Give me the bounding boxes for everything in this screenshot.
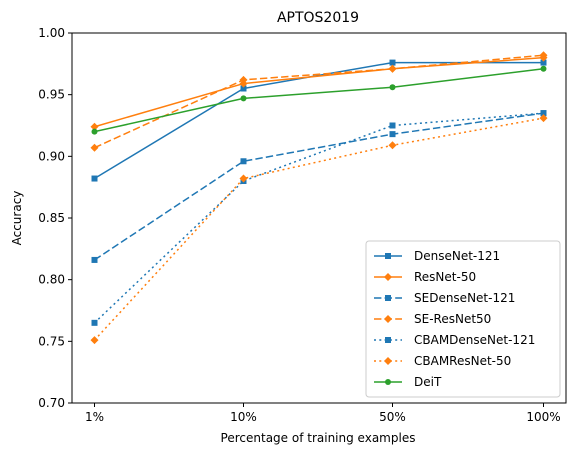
legend-label: SE-ResNet50 xyxy=(414,312,491,326)
series-se-resnet50 xyxy=(91,51,548,152)
y-tick-label: 0.80 xyxy=(38,273,65,287)
data-point-cbamresnet-50 xyxy=(91,336,99,344)
data-point-densenet-121 xyxy=(390,60,396,66)
y-tick-label: 0.85 xyxy=(38,211,65,225)
series-densenet-121 xyxy=(92,60,547,182)
x-axis-label: Percentage of training examples xyxy=(221,431,416,445)
y-tick-label: 0.75 xyxy=(38,334,65,348)
data-point-deit xyxy=(92,129,98,135)
data-point-deit xyxy=(541,66,547,72)
x-tick-label: 50% xyxy=(379,410,406,424)
legend-label: CBAMDenseNet-121 xyxy=(414,333,535,347)
data-point-se-resnet50 xyxy=(91,144,99,152)
data-point-sedensenet-121 xyxy=(92,257,98,263)
data-point-deit xyxy=(241,95,247,101)
data-point-sedensenet-121 xyxy=(390,131,396,137)
data-point-cbamdensenet-121 xyxy=(92,320,98,326)
legend-label: CBAMResNet-50 xyxy=(414,354,511,368)
series-line-sedensenet-121 xyxy=(95,113,544,260)
legend-swatch-marker xyxy=(385,253,391,259)
y-tick-label: 0.95 xyxy=(38,88,65,102)
y-tick-label: 0.70 xyxy=(38,396,65,410)
legend-label: ResNet-50 xyxy=(414,270,476,284)
data-point-densenet-121 xyxy=(92,176,98,182)
legend-swatch-marker xyxy=(385,295,391,301)
y-tick-label: 0.90 xyxy=(38,149,65,163)
y-tick-label: 1.00 xyxy=(38,26,65,40)
legend-label: DeiT xyxy=(414,375,442,389)
data-point-cbamresnet-50 xyxy=(389,141,397,149)
data-point-cbamdensenet-121 xyxy=(390,123,396,129)
x-tick-label: 100% xyxy=(526,410,560,424)
legend-swatch-marker xyxy=(385,337,391,343)
y-axis-label: Accuracy xyxy=(10,191,24,246)
series-line-se-resnet50 xyxy=(95,55,544,148)
legend-label: DenseNet-121 xyxy=(414,249,500,263)
legend-label: SEDenseNet-121 xyxy=(414,291,515,305)
x-tick-label: 1% xyxy=(85,410,104,424)
series-sedensenet-121 xyxy=(92,110,547,263)
legend-swatch-marker xyxy=(385,379,391,385)
legend: DenseNet-121 ResNet-50 SEDenseNet-121 SE-Re… xyxy=(366,241,560,397)
chart-title: APTOS2019 xyxy=(277,10,359,26)
data-point-sedensenet-121 xyxy=(241,158,247,164)
x-tick-label: 10% xyxy=(230,410,257,424)
data-point-deit xyxy=(390,84,396,90)
data-point-se-resnet50 xyxy=(389,65,397,73)
